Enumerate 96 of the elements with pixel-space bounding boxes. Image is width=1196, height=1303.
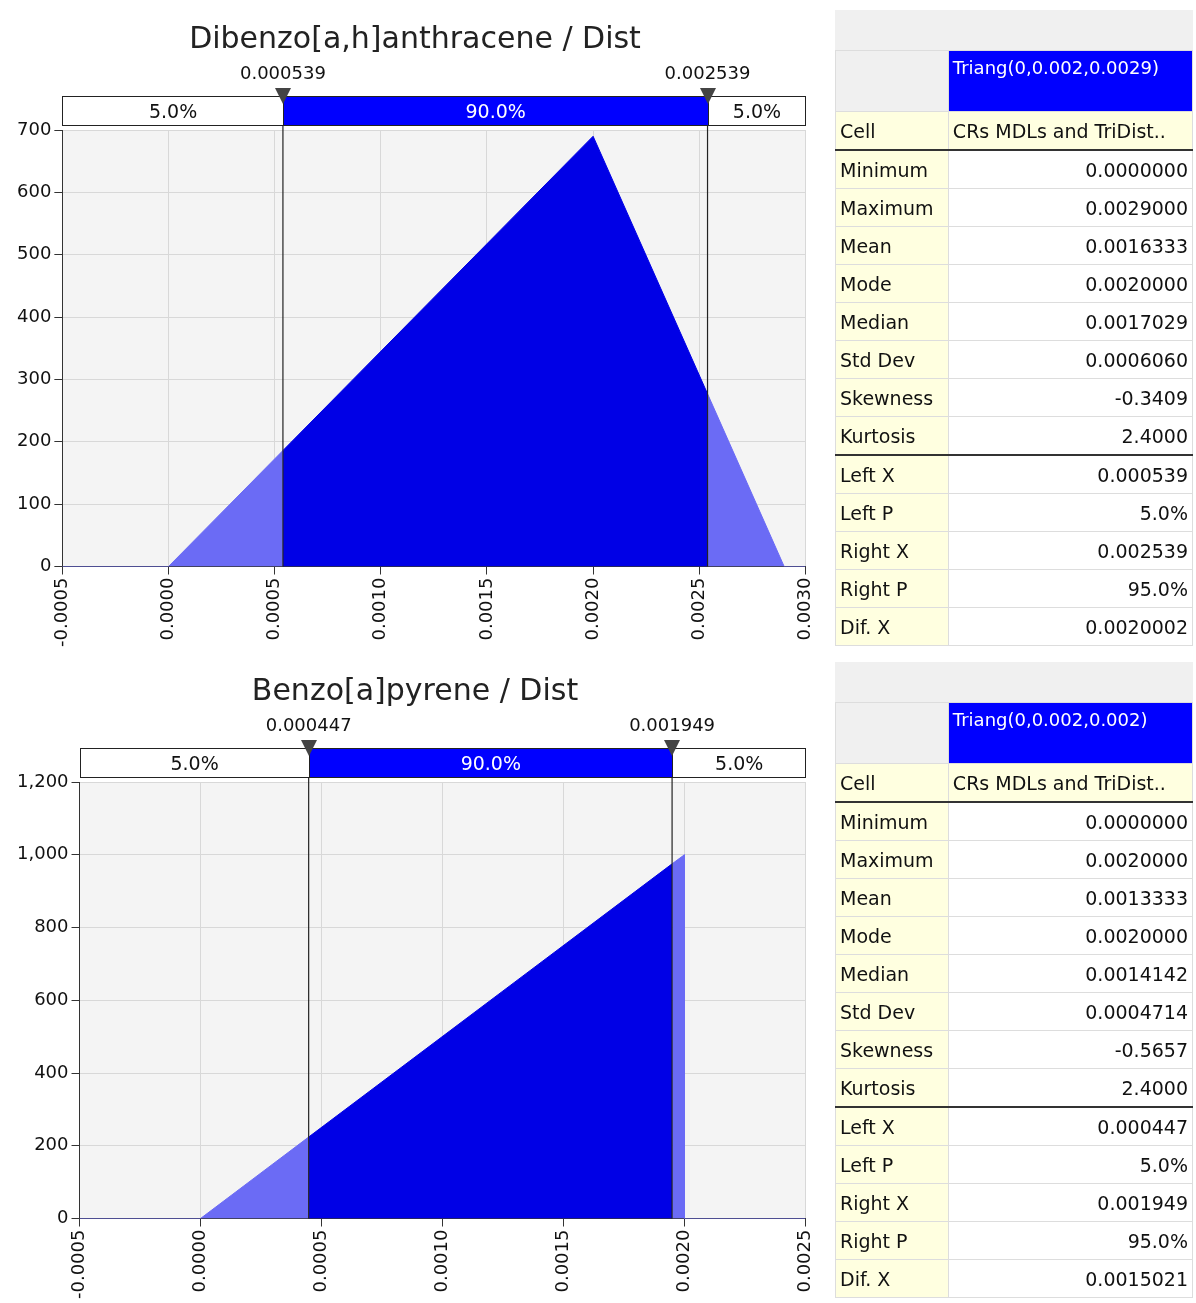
text: 0.0017029 bbox=[948, 302, 1193, 341]
x-tick-label: 0.0025 bbox=[686, 577, 708, 641]
x-tick-label: 0.0025 bbox=[793, 1229, 815, 1293]
text: Left P bbox=[835, 493, 949, 532]
y-tick-label: 400 bbox=[17, 304, 52, 326]
x-tick-label: 0.0000 bbox=[188, 1229, 210, 1293]
y-tick-label: 500 bbox=[17, 242, 52, 264]
y-tick-label: 700 bbox=[17, 117, 52, 139]
text: Kurtosis bbox=[835, 1068, 949, 1107]
text: Dif. X bbox=[835, 1259, 949, 1298]
text: Skewness bbox=[835, 1030, 949, 1069]
text: Triang(0,0.002,0.002) bbox=[948, 702, 1193, 764]
text: 0.0004714 bbox=[948, 992, 1193, 1031]
x-tick-label: 0.0020 bbox=[580, 577, 602, 641]
text: 0.0020000 bbox=[948, 264, 1193, 303]
text: Maximum bbox=[835, 840, 949, 879]
y-tick-label: 600 bbox=[34, 987, 69, 1009]
text: 0.0020000 bbox=[948, 916, 1193, 955]
y-tick-label: 200 bbox=[17, 429, 52, 451]
text: 2.4000 bbox=[948, 416, 1193, 455]
y-tick-label: 300 bbox=[17, 367, 52, 389]
text: 0.002539 bbox=[948, 531, 1193, 570]
text: 0.0015021 bbox=[948, 1259, 1193, 1298]
text: Left P bbox=[835, 1145, 949, 1184]
x-tick-label: 0.0005 bbox=[262, 577, 284, 641]
text: Mean bbox=[835, 226, 949, 265]
text: Median bbox=[835, 954, 949, 993]
ref-line-label: 0.000539 bbox=[239, 61, 326, 83]
x-tick-label: 0.0010 bbox=[430, 1229, 452, 1293]
ref-line-label: 0.000447 bbox=[265, 713, 352, 735]
text: -0.3409 bbox=[948, 378, 1193, 417]
x-tick-label: 0.0005 bbox=[309, 1229, 331, 1293]
text: Left X bbox=[835, 455, 949, 494]
text: 0.0016333 bbox=[948, 226, 1193, 265]
text: 0.0013333 bbox=[948, 878, 1193, 917]
text: CRs MDLs and TriDist.. bbox=[948, 763, 1193, 802]
y-tick-label: 600 bbox=[17, 180, 52, 202]
text: 2.4000 bbox=[948, 1068, 1193, 1107]
text: 0.000447 bbox=[948, 1107, 1193, 1146]
text: Mode bbox=[835, 916, 949, 955]
x-tick-label: 0.0030 bbox=[793, 577, 815, 641]
y-tick-label: 1,000 bbox=[17, 842, 69, 864]
text: -0.5657 bbox=[948, 1030, 1193, 1069]
text: Kurtosis bbox=[835, 416, 949, 455]
x-tick-label: 0.0015 bbox=[551, 1229, 573, 1293]
x-tick-label: 0.0000 bbox=[156, 577, 178, 641]
text: 0.0020000 bbox=[948, 840, 1193, 879]
text: 5.0% bbox=[948, 493, 1193, 532]
y-tick-label: 1,200 bbox=[17, 769, 69, 791]
y-tick-label: 800 bbox=[34, 915, 69, 937]
text: Minimum bbox=[835, 802, 949, 841]
ref-line-label: 0.002539 bbox=[664, 61, 751, 83]
text: Maximum bbox=[835, 188, 949, 227]
text: Dif. X bbox=[835, 607, 949, 646]
text: Cell bbox=[835, 763, 949, 802]
percentile-strip: 5.0% 90.0% 5.0% bbox=[79, 748, 806, 778]
x-tick-label: 0.0015 bbox=[474, 577, 496, 641]
x-tick-label: -0.0005 bbox=[50, 577, 72, 648]
ref-line-label: 0.001949 bbox=[629, 713, 716, 735]
y-tick-label: 200 bbox=[34, 1133, 69, 1155]
y-tick-label: 100 bbox=[17, 491, 52, 513]
text: 95.0% bbox=[948, 569, 1193, 608]
text: 5.0% bbox=[948, 1145, 1193, 1184]
text: Triang(0,0.002,0.0029) bbox=[948, 50, 1193, 112]
text: 0.0029000 bbox=[948, 188, 1193, 227]
text: Std Dev bbox=[835, 992, 949, 1031]
x-tick-label: -0.0005 bbox=[67, 1229, 89, 1300]
text: CRs MDLs and TriDist.. bbox=[948, 111, 1193, 150]
text: 0.0000000 bbox=[948, 802, 1193, 841]
text: 0.000539 bbox=[948, 455, 1193, 494]
y-tick-label: 0 bbox=[57, 1206, 69, 1228]
text: Right X bbox=[835, 531, 949, 570]
text: Right P bbox=[835, 1221, 949, 1260]
x-tick-label: 0.0010 bbox=[368, 577, 390, 641]
text: Median bbox=[835, 302, 949, 341]
y-tick-label: 400 bbox=[34, 1060, 69, 1082]
text: 95.0% bbox=[948, 1221, 1193, 1260]
text: Left X bbox=[835, 1107, 949, 1146]
text: 0.0020002 bbox=[948, 607, 1193, 646]
chart-title: Benzo[a]pyrene / Dist bbox=[251, 671, 579, 707]
text: Mean bbox=[835, 878, 949, 917]
text: Mode bbox=[835, 264, 949, 303]
percentile-strip: 5.0% 90.0% 5.0% bbox=[62, 96, 806, 126]
text: Skewness bbox=[835, 378, 949, 417]
text: Right X bbox=[835, 1183, 949, 1222]
text: Std Dev bbox=[835, 340, 949, 379]
text: 0.0006060 bbox=[948, 340, 1193, 379]
text: Minimum bbox=[835, 150, 949, 189]
y-tick-label: 0 bbox=[39, 554, 52, 576]
text: 0.001949 bbox=[948, 1183, 1193, 1222]
text: 0.0000000 bbox=[948, 150, 1193, 189]
text: Right P bbox=[835, 569, 949, 608]
chart-title: Dibenzo[a,h]anthracene / Dist bbox=[189, 19, 642, 55]
text: Cell bbox=[835, 111, 949, 150]
text: 0.0014142 bbox=[948, 954, 1193, 993]
x-tick-label: 0.0020 bbox=[672, 1229, 694, 1293]
